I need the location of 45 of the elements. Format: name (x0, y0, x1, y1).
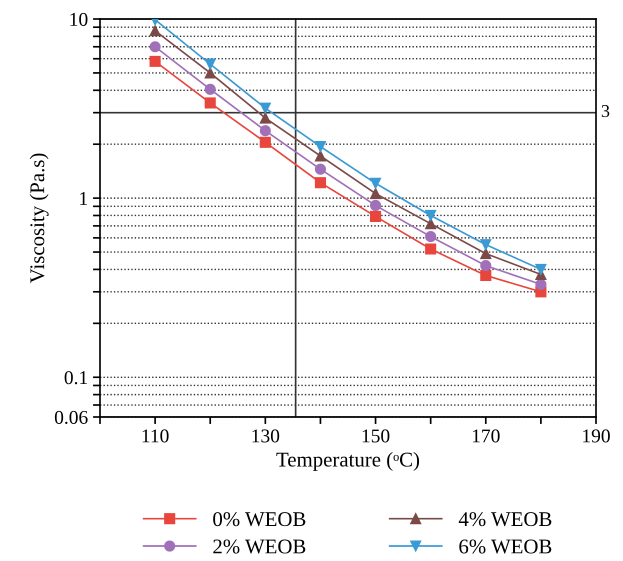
point (425, 210, 436, 222)
x-axis-title: Temperature (ᵒC) (276, 452, 420, 471)
y-tick-label: 1 (80, 192, 88, 205)
point (150, 41, 161, 52)
point (480, 248, 492, 260)
point (535, 264, 546, 275)
point (314, 141, 326, 152)
point (204, 97, 216, 108)
point (535, 278, 546, 290)
point (425, 243, 436, 255)
x-tick-label: 130 (252, 429, 280, 442)
y-axis-title: Viscosity (Pa.s) (30, 154, 49, 284)
point (260, 112, 271, 124)
point (314, 164, 326, 175)
point (370, 210, 382, 222)
legend-label: 6% WEOB (459, 539, 552, 554)
legend-label: 2% WEOB (213, 539, 306, 554)
x-tick-label: 150 (362, 429, 390, 442)
x-tick-label: 110 (142, 429, 169, 442)
point (425, 218, 436, 230)
point (425, 231, 436, 242)
point (204, 67, 216, 78)
point (260, 136, 271, 148)
x-tick-label: 170 (472, 429, 500, 442)
point (150, 25, 161, 36)
y-tick-label: 10 (70, 12, 88, 26)
point (260, 125, 271, 136)
point (314, 150, 326, 162)
point (314, 177, 326, 188)
point (204, 58, 216, 70)
y-tick-label: 0.06 (54, 410, 88, 424)
legend-label: 4% WEOB (458, 512, 552, 526)
point (260, 102, 271, 114)
legend-label: 0% WEOB (213, 512, 306, 526)
point (204, 84, 216, 95)
point (370, 200, 382, 212)
y-tick-label: 0.1 (64, 371, 88, 384)
ref-line-label: 3 (602, 105, 610, 118)
point (370, 188, 382, 200)
point (150, 56, 161, 67)
point (480, 270, 492, 282)
point (370, 178, 382, 189)
point (480, 260, 492, 272)
x-tick-label: 190 (583, 429, 610, 442)
point (480, 239, 492, 250)
